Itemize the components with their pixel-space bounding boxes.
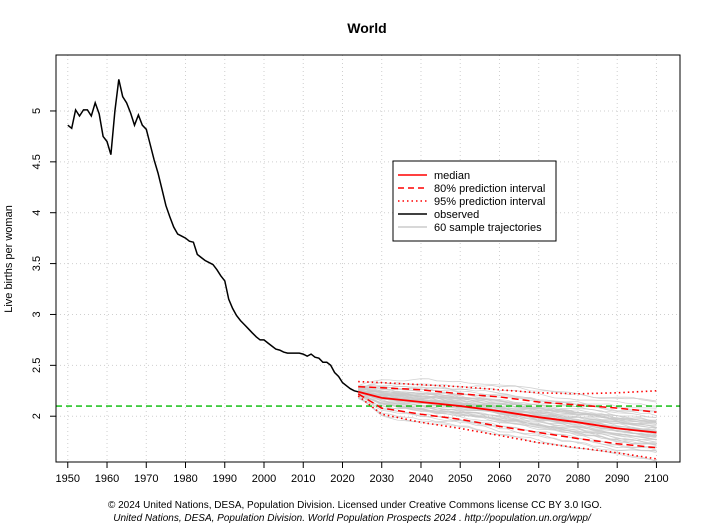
x-tick-label: 1960: [95, 473, 119, 485]
credit-line-1: © 2024 United Nations, DESA, Population …: [108, 500, 602, 511]
series-95-lower: [357, 395, 657, 460]
y-axis-label: Live births per woman: [3, 205, 15, 313]
series-80-upper: [358, 385, 657, 413]
x-tick-label: 1950: [56, 473, 80, 485]
credit-line-2: United Nations, DESA, Population Divisio…: [113, 513, 592, 524]
y-tick-label: 4.5: [31, 154, 43, 169]
y-axis: 2 2.5 3 3.5 4 4.5 5: [31, 108, 56, 419]
series-95-upper: [358, 380, 657, 395]
legend-label-95-interval: 95% prediction interval: [434, 196, 545, 208]
x-tick-label: 1970: [134, 473, 158, 485]
y-tick-label: 2: [31, 413, 43, 419]
series-80-lower: [357, 393, 657, 449]
plot-frame: [55, 54, 681, 463]
sample-trajectory: [357, 394, 657, 453]
sample-trajectory: [358, 389, 657, 425]
legend-label-trajectories: 60 sample trajectories: [434, 222, 542, 234]
x-tick-label: 2020: [330, 473, 354, 485]
x-axis: 1950 1960 1970 1980 1990 2000 2010 2020 2030 2040…: [56, 462, 669, 485]
series-group: [67, 79, 657, 460]
x-tick-label: 2030: [369, 473, 393, 485]
sample-trajectory: [358, 378, 657, 402]
x-tick-label: 2000: [252, 473, 276, 485]
sample-trajectory: [358, 389, 657, 423]
sample-trajectory: [358, 385, 657, 409]
x-tick-label: 2040: [409, 473, 433, 485]
y-tick-label: 5: [31, 108, 43, 114]
y-tick-label: 3.5: [31, 256, 43, 271]
legend-label-observed: observed: [434, 209, 479, 221]
x-tick-label: 2100: [644, 473, 668, 485]
legend-label-median: median: [434, 170, 470, 182]
legend-label-80-interval: 80% prediction interval: [434, 183, 545, 195]
y-tick-label: 2.5: [31, 358, 43, 373]
grid: [56, 55, 680, 462]
x-tick-label: 2060: [487, 473, 511, 485]
chart-title: World: [347, 20, 386, 36]
y-tick-label: 4: [31, 210, 43, 216]
x-tick-label: 1980: [173, 473, 197, 485]
sample-trajectory: [357, 396, 657, 452]
sample-trajectory: [358, 397, 657, 462]
x-tick-label: 2010: [291, 473, 315, 485]
x-tick-label: 2070: [526, 473, 550, 485]
x-tick-label: 2050: [448, 473, 472, 485]
x-tick-label: 2080: [566, 473, 590, 485]
y-tick-label: 3: [31, 311, 43, 317]
sample-trajectory: [358, 393, 657, 446]
x-tick-label: 1990: [213, 473, 237, 485]
x-tick-label: 2090: [605, 473, 629, 485]
sample-trajectory: [358, 391, 657, 437]
series-median: [357, 390, 657, 434]
series-observed: [67, 79, 359, 393]
sample-trajectory: [358, 393, 657, 445]
legend: median 80% prediction interval 95% predi…: [392, 160, 557, 242]
